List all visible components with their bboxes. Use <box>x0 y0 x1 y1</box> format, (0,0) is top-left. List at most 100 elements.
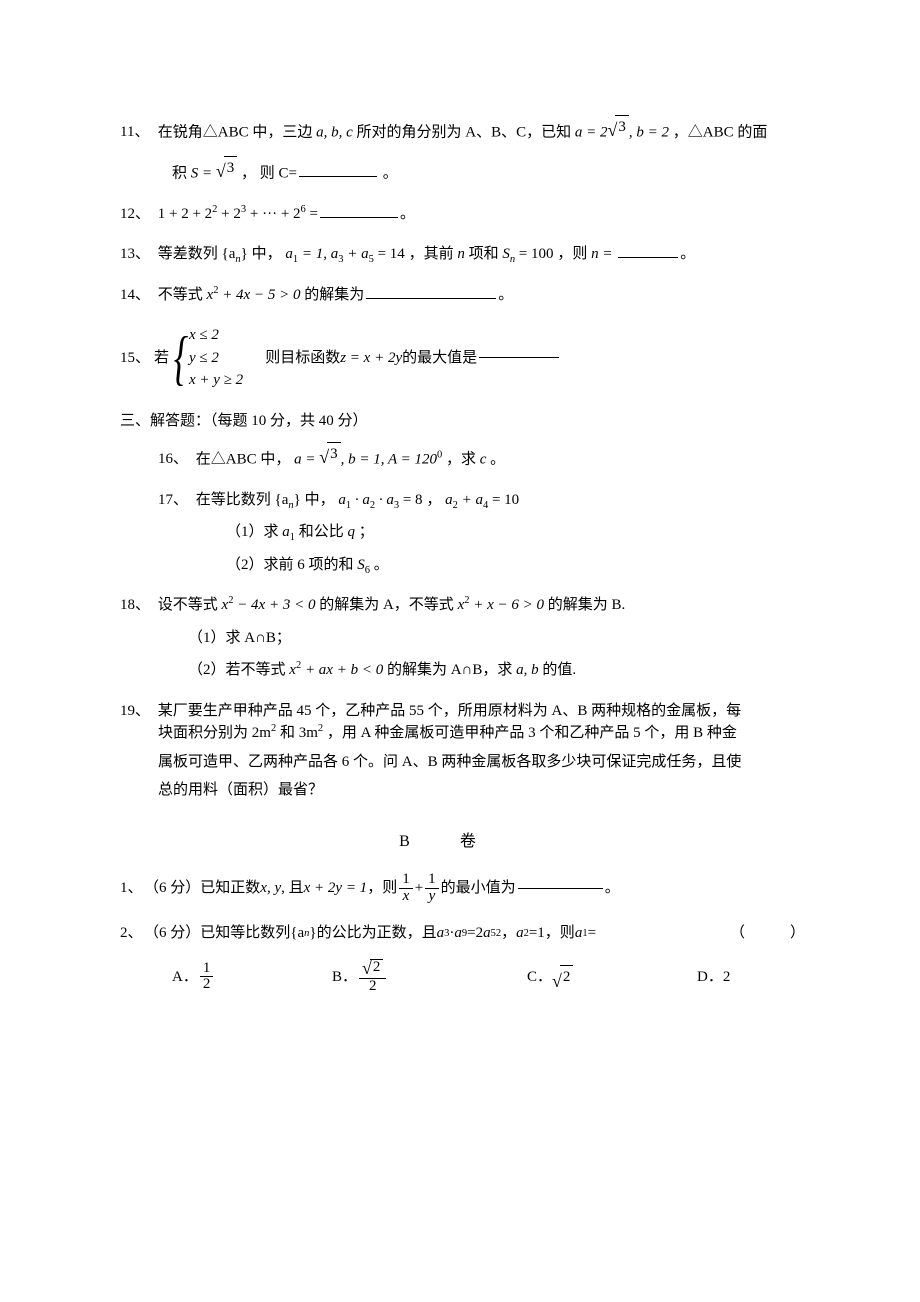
oa-n: 1 <box>200 961 214 977</box>
q17-sub1-t2: 和公比 <box>295 524 348 540</box>
q17-sc: ； <box>355 524 374 540</box>
b2-a9: a <box>454 922 462 945</box>
q18-s2a: （2）若不等式 <box>188 662 289 678</box>
option-b: B． √22 <box>332 959 527 995</box>
q13-eq14: = 14 <box>374 246 405 262</box>
q18-sub1: （1）求 A∩B； <box>188 627 805 650</box>
q14-blank <box>366 298 496 299</box>
question-18: 18、 设不等式 x2 − 4x + 3 < 0 的解集为 A，不等式 x2 +… <box>120 594 805 682</box>
b2-options: A． 12 B． √22 C． √2 D．2 <box>172 959 805 995</box>
q17-a1s: a <box>282 524 290 540</box>
b2-comma: ， <box>501 922 516 945</box>
q16-deg: 0 <box>437 449 442 460</box>
q19-m2a: 2m <box>252 725 271 741</box>
q12-eq: = <box>310 206 318 222</box>
q11-text1: 在锐角△ABC 中，三边 <box>158 124 313 140</box>
b1-xy: x, y <box>260 877 281 900</box>
b2-a3: a <box>437 922 445 945</box>
question-11: 11、 在锐角△ABC 中，三边 a, b, c 所对的角分别为 A、B、C，已… <box>120 115 805 185</box>
q13-end: 。 <box>680 246 695 262</box>
q15-number: 15、 <box>120 347 154 370</box>
b2-a2: a <box>516 922 524 945</box>
section-3-title: 三、解答题：（每题 10 分，共 40 分） <box>120 410 805 433</box>
q19-msup2: 2 <box>318 723 323 734</box>
b1-f2n: 1 <box>425 872 439 888</box>
question-19: 19、 某厂要生产甲种产品 45 个，乙种产品 55 个，所用原材料为 A、B … <box>120 700 805 802</box>
question-b2: 2、 （6 分） 已知等比数列 {an} 的公比为正数，且 a3 · a9 =2… <box>120 922 805 995</box>
q17-q: q <box>348 524 356 540</box>
q17-d1: · a <box>351 492 370 508</box>
q15-l2: y ≤ 2 <box>189 347 243 370</box>
q13-nvar: n <box>457 246 465 262</box>
b2-eq1: =1，则 <box>529 922 575 945</box>
q13-t5: ，则 <box>557 246 591 262</box>
b1-t1: 已知正数 <box>200 877 260 900</box>
b2-number: 2、 <box>120 922 144 945</box>
q17-S6: S <box>357 557 365 573</box>
q17-sub1-t: （1）求 <box>226 524 282 540</box>
b1-number: 1、 <box>120 877 144 900</box>
q12-p2: 2 <box>212 204 217 215</box>
q16-t2: ，求 <box>446 451 480 467</box>
q19-and: 和 <box>280 725 299 741</box>
q12-end: 。 <box>400 206 415 222</box>
q19-l4: 总的用料（面积）最省？ <box>158 779 805 802</box>
q11-rad1: 3 <box>615 115 629 139</box>
q17-eq8: = 8 <box>399 492 422 508</box>
b1-f2d: y <box>425 888 439 905</box>
q18-s2d: 的值. <box>539 662 577 678</box>
question-b1: 1、 （6 分） 已知正数 x, y , 且 x + 2y = 1 ，则 1x … <box>120 872 805 905</box>
b2-a1: a <box>575 922 583 945</box>
b2-eq: =2 <box>467 922 483 945</box>
q14-t2: 的解集为 <box>304 287 364 303</box>
q17-t2: 中， <box>305 492 335 508</box>
q15-blank <box>479 357 559 358</box>
q19-msup1: 2 <box>271 723 276 734</box>
q11-eq1b: , b = 2 <box>629 124 669 140</box>
option-a: A． 12 <box>172 961 332 994</box>
q13-seq-close: } <box>241 246 248 262</box>
q13-t3: ，其前 <box>409 246 458 262</box>
q14-rest: + 4x − 5 > 0 <box>218 287 300 303</box>
question-17: 17、 在等比数列 {an} 中， a1 · a2 · a3 = 8 ， a2 … <box>158 489 805 577</box>
q13-plus: + a <box>343 246 368 262</box>
brace-icon: { <box>174 328 188 388</box>
q11-line2a: 积 <box>172 165 191 181</box>
b2-rparen: ） <box>790 922 805 945</box>
q15-l3: x + y ≥ 2 <box>189 369 243 392</box>
q11-text5: 。 <box>383 165 398 181</box>
oc-rad: 2 <box>560 965 574 989</box>
opt-c-label: C． <box>527 966 552 989</box>
question-15: 15、 若 { x ≤ 2 y ≤ 2 x + y ≥ 2 则目标函数 z = … <box>120 324 805 392</box>
q17-plus: + a <box>458 492 483 508</box>
b1-f1d: x <box>399 888 413 905</box>
b2-a5: a <box>483 922 491 945</box>
q17-end: 。 <box>370 557 389 573</box>
q15-t2: 则目标函数 <box>265 347 340 370</box>
ob-d: 2 <box>359 978 386 995</box>
opt-b-label: B． <box>332 966 357 989</box>
question-13: 13、 等差数列 {an} 中， a1 = 1, a3 + a5 = 14 ，其… <box>120 243 805 266</box>
question-16: 16、 在△ABC 中， a = √3, b = 1, A = 1200 ，求 … <box>158 442 805 471</box>
q13-number: 13、 <box>120 243 154 266</box>
q18-s2b: + ax + b < 0 <box>301 662 383 678</box>
q13-t2: 中， <box>252 246 282 262</box>
b2-pts: （6 分） <box>144 922 200 945</box>
opt-a-label: A． <box>172 966 198 989</box>
q12-p3: 3 <box>241 204 246 215</box>
b1-end: 。 <box>605 877 620 900</box>
q17-d2: · a <box>375 492 394 508</box>
q19-l2b: ，用 A 种金属板可造甲种产品 3 个和乙种产品 5 个，用 B 种金 <box>327 725 737 741</box>
q11-rad2: 3 <box>224 156 238 180</box>
q13-blank <box>618 257 678 258</box>
q18-e1b: − 4x + 3 < 0 <box>233 597 315 613</box>
q13-neq: n = <box>591 246 616 262</box>
q17-t1: 在等比数列 <box>196 492 271 508</box>
b2-t1: 已知等比数列 <box>200 922 290 945</box>
q18-s2c: 的解集为 A∩B，求 <box>387 662 516 678</box>
q14-number: 14、 <box>120 284 154 307</box>
q12-p6: 6 <box>301 204 306 215</box>
q17-seq-open: {a <box>275 492 289 508</box>
q17-comma: ， <box>426 492 441 508</box>
b1-f1n: 1 <box>399 872 413 888</box>
